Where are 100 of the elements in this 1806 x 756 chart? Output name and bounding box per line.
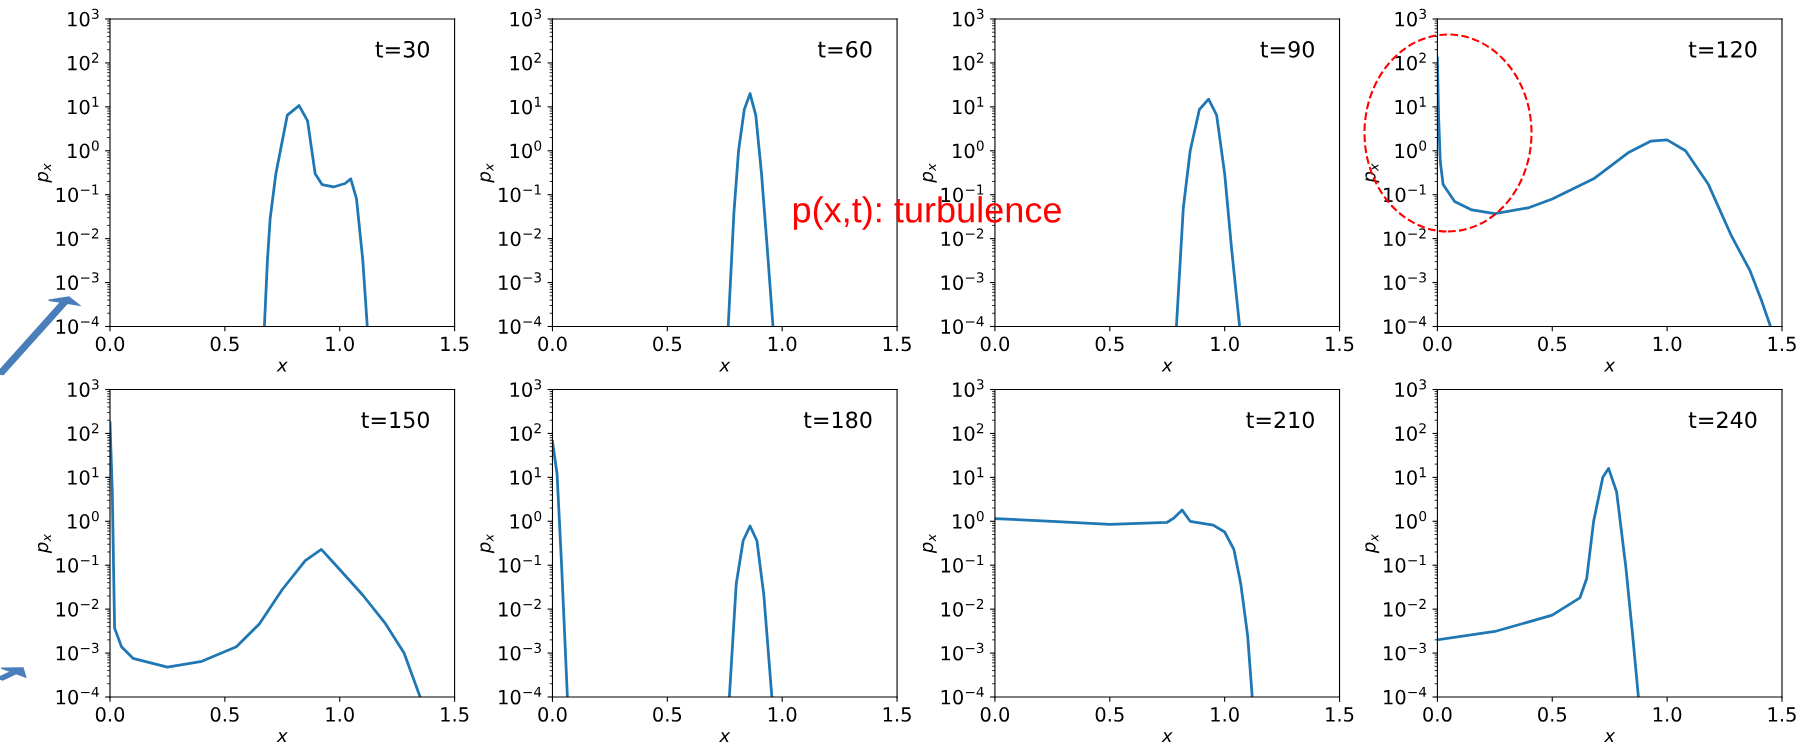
x-tick-label: 1.0 [1653,707,1682,722]
y-axis-title: p$_{x}$ [480,163,495,183]
y-tick-label: 10$^{0}$ [68,140,99,159]
x-axis-title: x [1603,732,1616,743]
x-tick-label: 1.5 [1326,707,1354,722]
y-tick-label: 10$^{−4}$ [56,686,99,705]
x-tick-label: 1.5 [1326,336,1354,352]
y-tick-label: 10$^{2}$ [1395,52,1426,71]
y-tick-label: 10$^{−2}$ [499,598,541,617]
annotation: t=180 [803,411,872,429]
y-tick-label: 10$^{2}$ [68,52,99,71]
x-tick-label: 0.5 [653,336,682,352]
x-tick-label: 0.0 [95,336,125,352]
y-tick-label: 10$^{1}$ [1395,96,1426,115]
y-tick-label: 10$^{−3}$ [941,272,984,291]
y-axis-title: p$_{x}$ [1365,533,1380,554]
y-tick-label: 10$^{−4}$ [1384,686,1427,705]
y-tick-label: 10$^{−1}$ [56,184,99,203]
x-tick-label: 0.0 [95,707,125,722]
y-tick-label: 10$^{0}$ [510,510,542,529]
x-tick-label: 1.0 [768,707,797,722]
line-series [994,508,1254,697]
x-axis-title: x [1161,732,1173,743]
y-tick-label: 10$^{1}$ [1395,467,1426,485]
x-tick-label: 1.5 [441,336,469,352]
x-tick-label: 1.5 [883,707,911,722]
x-tick-label: 0.0 [1423,336,1452,352]
y-tick-label: 10$^{1}$ [510,96,541,115]
y-axis-title: p$_{x}$ [922,163,937,183]
y-tick-label: 10$^{−3}$ [1384,642,1426,661]
y-tick-label: 10$^{0}$ [68,510,99,529]
x-tick-label: 0.0 [1423,707,1452,722]
y-tick-label: 10$^{2}$ [953,52,984,71]
y-tick-label: 10$^{2}$ [510,423,541,441]
y-tick-label: 10$^{1}$ [953,96,984,115]
y-tick-label: 10$^{3}$ [953,8,984,27]
y-tick-label: 10$^{−2}$ [56,228,99,247]
y-tick-label: 10$^{1}$ [510,467,541,485]
x-tick-label: 0.0 [538,336,567,352]
y-tick-label: 10$^{0}$ [1395,510,1427,529]
y-tick-label: 10$^{−4}$ [1384,316,1427,335]
y-tick-label: 10$^{−1}$ [56,555,99,573]
annotation: t=90 [1260,40,1314,58]
x-axis-title: x [1603,361,1616,372]
x-tick-label: 0.5 [210,707,239,722]
line-series [1437,467,1640,697]
y-tick-label: 10$^{3}$ [68,379,99,398]
y-tick-label: 10$^{−1}$ [499,184,541,203]
x-tick-label: 1.0 [768,336,797,352]
x-axis-title: x [718,732,731,743]
line-series [1437,56,1772,327]
y-tick-label: 10$^{−4}$ [941,316,984,335]
y-tick-label: 10$^{3}$ [1395,8,1426,27]
x-tick-label: 0.0 [538,707,567,722]
y-tick-label: 10$^{−3}$ [1384,272,1426,291]
x-axis-title: x [276,732,288,743]
line-series [1175,97,1241,327]
annotation: t=60 [817,40,872,58]
y-axis-title: p$_{x}$ [480,533,495,554]
y-tick-label: 10$^{3}$ [510,379,542,398]
y-tick-label: 10$^{−1}$ [1384,184,1426,203]
annotation: t=240 [1688,411,1757,429]
y-tick-label: 10$^{−1}$ [1384,555,1426,573]
y-tick-label: 10$^{1}$ [68,467,99,485]
x-axis-title: x [276,361,288,372]
y-tick-label: 10$^{−3}$ [499,642,541,661]
y-tick-label: 10$^{−2}$ [56,598,99,617]
annotation: t=30 [375,40,429,58]
x-tick-label: 0.5 [1538,707,1567,722]
y-tick-label: 10$^{−2}$ [1384,228,1426,247]
y-tick-label: 10$^{−2}$ [941,598,984,617]
x-axis-title: x [718,361,731,372]
x-tick-label: 0.0 [980,336,1010,352]
y-tick-label: 10$^{3}$ [953,379,984,398]
x-tick-label: 0.5 [1538,336,1567,352]
y-tick-label: 10$^{0}$ [953,510,984,529]
y-tick-label: 10$^{0}$ [953,140,984,159]
x-tick-label: 1.0 [1211,707,1239,722]
y-tick-label: 10$^{−3}$ [941,642,984,661]
x-tick-label: 0.0 [980,707,1010,722]
x-tick-label: 1.5 [883,336,911,352]
annotation: t=150 [361,411,429,429]
x-tick-label: 0.5 [653,707,682,722]
line-series [726,92,775,327]
y-axis-title: p$_{x}$ [37,163,52,183]
y-tick-label: 10$^{3}$ [510,8,542,27]
y-tick-label: 10$^{−2}$ [499,228,541,247]
y-tick-label: 10$^{−2}$ [941,228,984,247]
y-axis-title: p$_{x}$ [37,533,52,554]
y-tick-label: 10$^{2}$ [68,423,99,441]
y-tick-label: 10$^{0}$ [510,140,542,159]
y-tick-label: 10$^{−3}$ [56,272,99,291]
x-axis-title: x [1161,361,1173,372]
y-tick-label: 10$^{−4}$ [499,686,542,705]
y-tick-label: 10$^{1}$ [68,96,99,115]
x-tick-label: 1.5 [1768,707,1796,722]
y-tick-label: 10$^{0}$ [1395,140,1427,159]
y-tick-label: 10$^{−4}$ [56,316,99,335]
y-tick-label: 10$^{−4}$ [499,316,542,335]
y-tick-label: 10$^{2}$ [510,52,541,71]
